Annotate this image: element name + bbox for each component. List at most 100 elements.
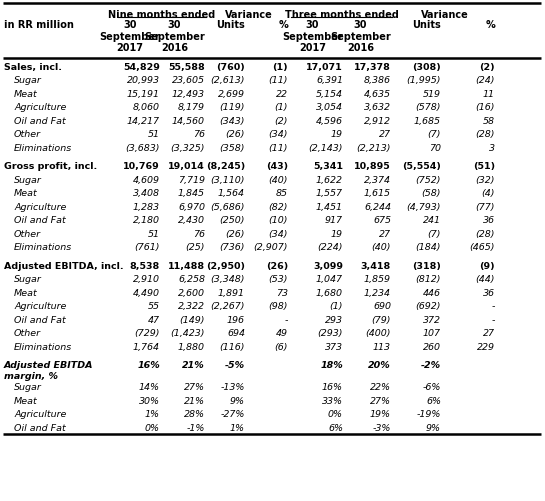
Text: 27%: 27% — [370, 396, 391, 405]
Text: 14,560: 14,560 — [172, 117, 205, 126]
Text: 7,719: 7,719 — [178, 176, 205, 185]
Text: Adjusted EBITDA, incl.: Adjusted EBITDA, incl. — [4, 262, 124, 271]
Text: (77): (77) — [475, 202, 495, 211]
Text: -27%: -27% — [221, 410, 245, 419]
Text: 229: 229 — [477, 342, 495, 351]
Text: 4,596: 4,596 — [316, 117, 343, 126]
Text: -: - — [492, 302, 495, 311]
Text: Other: Other — [14, 329, 41, 338]
Text: (34): (34) — [269, 130, 288, 139]
Text: 19%: 19% — [370, 410, 391, 419]
Text: (58): (58) — [421, 189, 441, 198]
Text: Nine months ended: Nine months ended — [108, 10, 216, 20]
Text: 47: 47 — [148, 315, 160, 324]
Text: 1,680: 1,680 — [316, 289, 343, 298]
Text: 1,564: 1,564 — [218, 189, 245, 198]
Text: 2,699: 2,699 — [218, 90, 245, 99]
Text: (98): (98) — [269, 302, 288, 311]
Text: Sales, incl.: Sales, incl. — [4, 63, 62, 72]
Text: 1,845: 1,845 — [178, 189, 205, 198]
Text: (308): (308) — [412, 63, 441, 72]
Text: (343): (343) — [220, 117, 245, 126]
Text: Units: Units — [216, 20, 245, 30]
Text: 3,418: 3,418 — [361, 262, 391, 271]
Text: 8,538: 8,538 — [130, 262, 160, 271]
Text: 19: 19 — [331, 229, 343, 238]
Text: (5,686): (5,686) — [210, 202, 245, 211]
Text: 70: 70 — [429, 144, 441, 153]
Text: (2,907): (2,907) — [253, 243, 288, 252]
Text: (32): (32) — [475, 176, 495, 185]
Text: (82): (82) — [269, 202, 288, 211]
Text: (2): (2) — [480, 63, 495, 72]
Text: 2,910: 2,910 — [133, 275, 160, 284]
Text: Sugar: Sugar — [14, 383, 42, 392]
Text: 21%: 21% — [184, 396, 205, 405]
Text: -: - — [492, 315, 495, 324]
Text: (736): (736) — [220, 243, 245, 252]
Text: 1,622: 1,622 — [316, 176, 343, 185]
Text: Oil and Fat: Oil and Fat — [14, 423, 66, 432]
Text: 85: 85 — [276, 189, 288, 198]
Text: (2,143): (2,143) — [308, 144, 343, 153]
Text: Meat: Meat — [14, 396, 38, 405]
Text: 2,430: 2,430 — [178, 216, 205, 225]
Text: 17,378: 17,378 — [354, 63, 391, 72]
Text: (184): (184) — [415, 243, 441, 252]
Text: (318): (318) — [412, 262, 441, 271]
Text: 9%: 9% — [426, 423, 441, 432]
Text: (400): (400) — [366, 329, 391, 338]
Text: 3,099: 3,099 — [313, 262, 343, 271]
Text: (4,793): (4,793) — [407, 202, 441, 211]
Text: 16%: 16% — [322, 383, 343, 392]
Text: Meat: Meat — [14, 289, 38, 298]
Text: 6%: 6% — [328, 423, 343, 432]
Text: Other: Other — [14, 229, 41, 238]
Text: %: % — [485, 20, 495, 30]
Text: (1): (1) — [272, 63, 288, 72]
Text: (116): (116) — [220, 342, 245, 351]
Text: 8,060: 8,060 — [133, 103, 160, 112]
Text: (24): (24) — [475, 76, 495, 85]
Text: 5,341: 5,341 — [313, 162, 343, 171]
Text: 107: 107 — [423, 329, 441, 338]
Text: 196: 196 — [227, 315, 245, 324]
Text: (3,110): (3,110) — [210, 176, 245, 185]
Text: (761): (761) — [135, 243, 160, 252]
Text: (224): (224) — [318, 243, 343, 252]
Text: (34): (34) — [269, 229, 288, 238]
Text: Agriculture: Agriculture — [14, 302, 66, 311]
Text: (7): (7) — [427, 130, 441, 139]
Text: Variance: Variance — [225, 10, 272, 20]
Text: 14%: 14% — [139, 383, 160, 392]
Text: 73: 73 — [276, 289, 288, 298]
Text: 21%: 21% — [182, 361, 205, 370]
Text: 690: 690 — [373, 302, 391, 311]
Text: 260: 260 — [423, 342, 441, 351]
Text: 1%: 1% — [230, 423, 245, 432]
Text: 27%: 27% — [184, 383, 205, 392]
Text: (28): (28) — [475, 229, 495, 238]
Text: -3%: -3% — [373, 423, 391, 432]
Text: (10): (10) — [269, 216, 288, 225]
Text: 20,993: 20,993 — [127, 76, 160, 85]
Text: Agriculture: Agriculture — [14, 202, 66, 211]
Text: -19%: -19% — [416, 410, 441, 419]
Text: Agriculture: Agriculture — [14, 410, 66, 419]
Text: (250): (250) — [220, 216, 245, 225]
Text: 6,258: 6,258 — [178, 275, 205, 284]
Text: 3: 3 — [489, 144, 495, 153]
Text: (40): (40) — [269, 176, 288, 185]
Text: 293: 293 — [325, 315, 343, 324]
Text: Oil and Fat: Oil and Fat — [14, 117, 66, 126]
Text: 1,047: 1,047 — [316, 275, 343, 284]
Text: 6,391: 6,391 — [316, 76, 343, 85]
Text: 15,191: 15,191 — [127, 90, 160, 99]
Text: Three months ended: Three months ended — [284, 10, 398, 20]
Text: 3,408: 3,408 — [133, 189, 160, 198]
Text: 20%: 20% — [368, 361, 391, 370]
Text: 27: 27 — [379, 229, 391, 238]
Text: (4): (4) — [481, 189, 495, 198]
Text: 9%: 9% — [230, 396, 245, 405]
Text: (40): (40) — [372, 243, 391, 252]
